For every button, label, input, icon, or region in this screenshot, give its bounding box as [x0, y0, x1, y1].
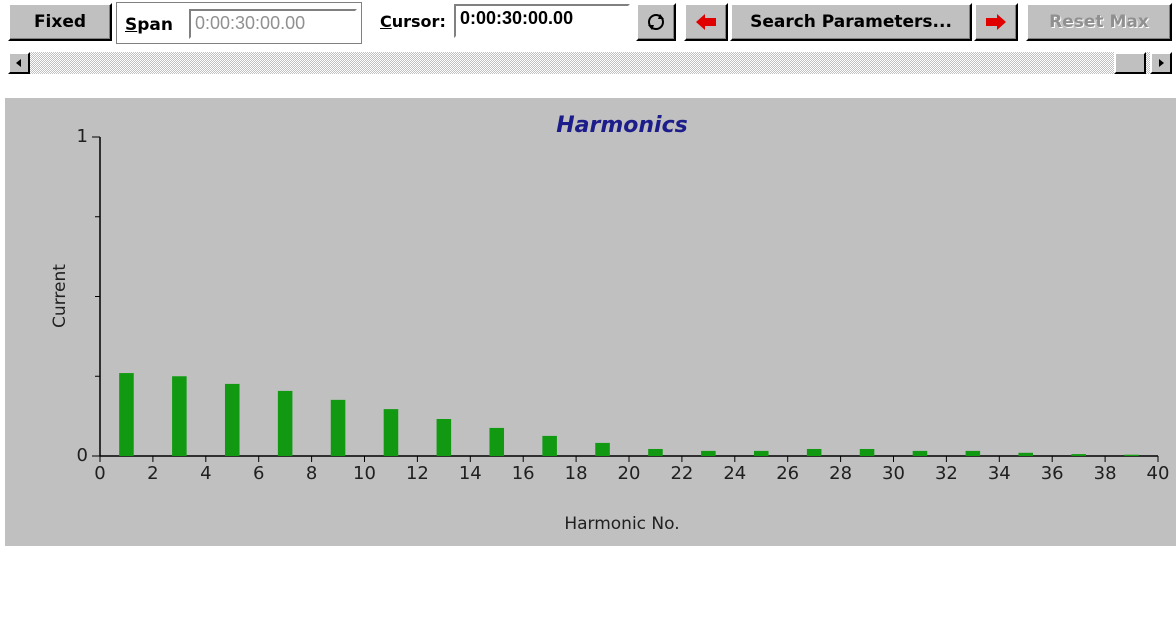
x-tick-label: 18	[565, 463, 588, 484]
x-tick-label: 30	[882, 463, 905, 484]
bar	[224, 383, 240, 456]
y-axis-label: Current	[50, 264, 70, 328]
reset-max-button[interactable]: Reset Max	[1026, 3, 1172, 41]
bar	[859, 448, 875, 456]
fixed-label: Fixed	[33, 12, 87, 32]
bar	[701, 450, 716, 456]
bar	[965, 450, 981, 456]
bar	[277, 390, 293, 456]
bar	[119, 373, 134, 456]
x-tick-label: 8	[306, 463, 317, 484]
reset-label: Reset Max	[1049, 12, 1149, 32]
x-tick-label: 2	[147, 463, 158, 484]
left-arrow-icon	[696, 14, 716, 30]
scroll-left[interactable]	[8, 52, 30, 74]
x-tick-label: 40	[1147, 463, 1170, 484]
chart-title: Harmonics	[556, 113, 687, 138]
search-label: Search Parameters...	[750, 12, 952, 32]
x-tick-label: 14	[459, 463, 482, 484]
cursor-input[interactable]: 0:00:30:00.00	[454, 4, 630, 38]
bar	[1018, 452, 1034, 456]
fixed-button[interactable]: Fixed	[8, 3, 112, 41]
prev-button[interactable]	[684, 3, 728, 41]
refresh-icon	[648, 14, 664, 30]
bar	[806, 448, 822, 456]
cursor-label: Cursor:	[380, 12, 446, 31]
bar	[489, 427, 505, 456]
x-tick-label: 0	[94, 463, 105, 484]
x-tick-label: 32	[935, 463, 958, 484]
chart-panel	[5, 98, 1176, 546]
bar	[595, 442, 610, 456]
x-tick-label: 36	[1041, 463, 1064, 484]
scroll-thumb[interactable]	[1114, 52, 1146, 74]
x-tick-label: 34	[988, 463, 1011, 484]
x-tick-label: 12	[406, 463, 429, 484]
x-tick-label: 16	[512, 463, 535, 484]
y-tick-label: 0	[77, 445, 88, 466]
x-tick-label: 4	[200, 463, 211, 484]
bar	[542, 435, 557, 456]
bar	[383, 409, 399, 456]
x-axis-label: Harmonic No.	[564, 514, 679, 534]
right-arrow-icon	[986, 14, 1006, 30]
bar	[1124, 454, 1139, 456]
x-tick-label: 10	[353, 463, 376, 484]
span-input: 0:00:30:00.00	[189, 9, 357, 39]
bar	[912, 450, 928, 456]
bar	[753, 450, 769, 456]
x-tick-label: 20	[618, 463, 641, 484]
search-button[interactable]: Search Parameters...	[730, 3, 972, 41]
refresh-button[interactable]	[636, 3, 676, 41]
next-button[interactable]	[974, 3, 1018, 41]
bar	[172, 376, 187, 456]
chart: Harmonics Harmonic No. Current 010 2 4 6 8 10…	[5, 98, 1176, 546]
bar	[330, 399, 346, 456]
bar	[648, 448, 663, 456]
scrollbar[interactable]	[8, 52, 1172, 74]
span-label: Span	[125, 15, 173, 35]
y-tick-label: 1	[77, 126, 88, 147]
bar	[436, 418, 452, 456]
x-tick-label: 38	[1094, 463, 1117, 484]
x-tick-label: 6	[253, 463, 264, 484]
scroll-right-icon	[1159, 59, 1164, 67]
x-tick-label: 24	[723, 463, 746, 484]
bar	[1071, 454, 1086, 456]
scroll-right[interactable]	[1150, 52, 1172, 74]
x-tick-label: 22	[670, 463, 693, 484]
scroll-left-icon	[16, 59, 21, 67]
span-group: Span 0:00:30:00.00	[116, 2, 362, 44]
x-tick-label: 26	[776, 463, 799, 484]
x-tick-label: 28	[829, 463, 852, 484]
